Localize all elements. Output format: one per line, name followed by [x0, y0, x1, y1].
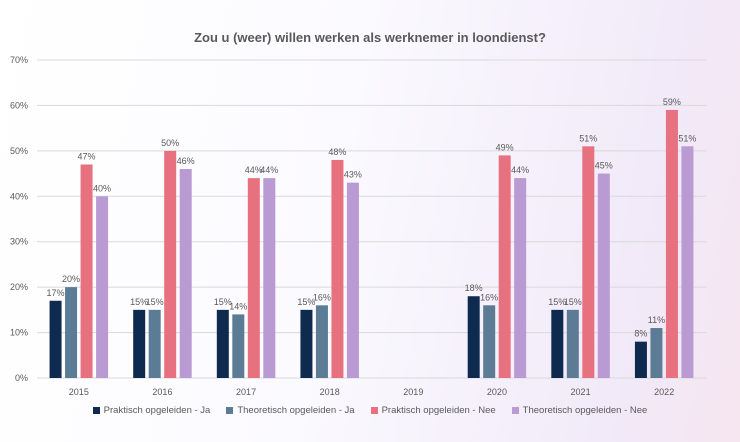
y-tick-label: 0%: [15, 373, 28, 383]
data-label: 43%: [344, 170, 362, 180]
bar: [300, 309, 313, 378]
data-label: 51%: [579, 133, 597, 143]
data-label: 14%: [229, 301, 247, 311]
data-label: 50%: [161, 138, 179, 148]
bar: [346, 182, 359, 378]
data-label: 16%: [480, 292, 498, 302]
bar: [634, 341, 647, 378]
data-label: 11%: [648, 315, 665, 325]
legend-item: Theoretisch opgeleiden - Ja: [226, 405, 355, 416]
bar: [179, 169, 192, 378]
bar: [263, 178, 276, 378]
bar: [483, 305, 496, 378]
data-label: 59%: [663, 97, 681, 107]
bar: [551, 309, 564, 378]
legend: Praktisch opgeleiden - Ja Theoretisch opg…: [0, 405, 740, 416]
data-label: 49%: [496, 142, 514, 152]
data-label: 44%: [511, 165, 529, 175]
x-tick-label: 2018: [320, 387, 340, 397]
data-label: 18%: [465, 283, 483, 293]
legend-item: Praktisch opgeleiden - Nee: [370, 405, 496, 416]
legend-item: Theoretisch opgeleiden - Nee: [511, 405, 648, 416]
bar: [514, 178, 527, 378]
legend-swatch: [370, 407, 378, 414]
bar: [467, 296, 480, 378]
data-label: 8%: [634, 329, 647, 339]
legend-label: Praktisch opgeleiden - Nee: [381, 405, 496, 416]
x-tick-label: 2019: [403, 387, 423, 397]
x-tick-label: 2020: [487, 387, 507, 397]
bar: [665, 109, 678, 378]
legend-swatch: [226, 407, 234, 414]
y-tick-label: 50%: [10, 146, 28, 156]
chart-title: Zou u (weer) willen werken als werknemer…: [194, 30, 546, 45]
bar: [80, 164, 93, 378]
bar: [164, 150, 177, 378]
x-tick-label: 2015: [69, 387, 89, 397]
y-tick-label: 40%: [10, 191, 28, 201]
legend-swatch: [92, 407, 100, 414]
data-label: 15%: [564, 297, 582, 307]
data-label: 15%: [130, 297, 148, 307]
data-label: 15%: [548, 297, 566, 307]
bar: [681, 146, 694, 378]
legend-swatch: [511, 407, 519, 414]
data-label: 45%: [595, 161, 613, 171]
data-label: 48%: [328, 147, 346, 157]
x-tick-label: 2016: [152, 387, 172, 397]
bar: [597, 173, 610, 378]
y-tick-label: 10%: [10, 328, 28, 338]
legend-label: Theoretisch opgeleiden - Ja: [237, 405, 355, 416]
legend-label: Theoretisch opgeleiden - Nee: [522, 405, 648, 416]
legend-item: Praktisch opgeleiden - Ja: [92, 405, 211, 416]
data-label: 15%: [214, 297, 232, 307]
legend-label: Praktisch opgeleiden - Ja: [103, 405, 211, 416]
x-tick-label: 2017: [236, 387, 256, 397]
data-label: 17%: [47, 288, 65, 298]
x-tick-label: 2022: [654, 387, 674, 397]
bar: [65, 287, 78, 378]
bar: [216, 309, 229, 378]
data-label: 40%: [93, 183, 111, 193]
bar: [232, 314, 245, 378]
bar: [650, 328, 663, 378]
data-label: 47%: [78, 151, 96, 161]
bar: [96, 196, 109, 378]
y-tick-label: 20%: [10, 282, 28, 292]
y-tick-label: 60%: [10, 100, 28, 110]
data-label: 15%: [146, 297, 164, 307]
bar: [498, 155, 511, 378]
data-label: 15%: [297, 297, 315, 307]
bar: [49, 300, 62, 378]
data-label: 20%: [62, 274, 80, 284]
y-tick-label: 30%: [10, 237, 28, 247]
data-label: 44%: [260, 165, 278, 175]
data-label: 16%: [313, 292, 331, 302]
y-tick-label: 70%: [10, 55, 28, 65]
bar: [315, 305, 328, 378]
bar: [133, 309, 146, 378]
bar: [582, 146, 595, 378]
data-label: 44%: [245, 165, 263, 175]
data-label: 51%: [678, 133, 696, 143]
data-label: 46%: [177, 156, 195, 166]
bar: [566, 309, 579, 378]
bar: [331, 159, 344, 378]
bar: [148, 309, 161, 378]
bar: [247, 178, 260, 378]
x-tick-label: 2021: [571, 387, 591, 397]
